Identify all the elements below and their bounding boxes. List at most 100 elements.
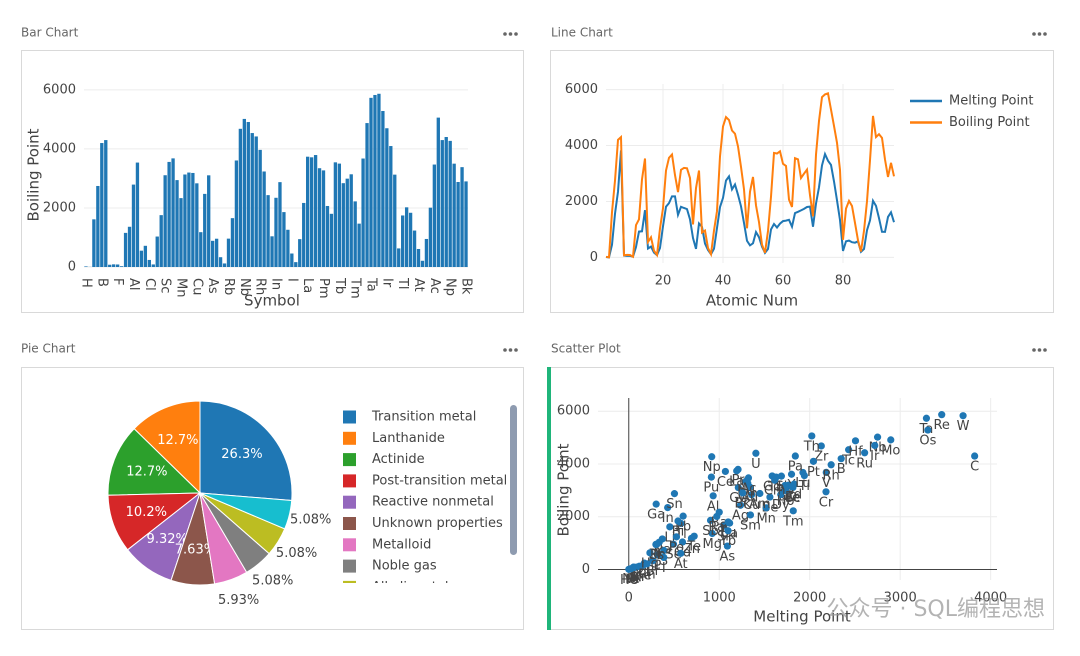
x-tick-label: H [78, 278, 93, 288]
menu-icon[interactable] [1032, 32, 1047, 36]
y-axis-title: Boiling Point [25, 128, 43, 221]
x-tick-label: As [205, 278, 220, 294]
bar [456, 181, 460, 267]
bar [309, 157, 314, 267]
x-tick-label: Cl [142, 278, 157, 291]
point-label: Ti [798, 479, 810, 494]
x-tick-label: Np [443, 278, 458, 296]
bar [274, 197, 278, 267]
bar [306, 156, 310, 267]
menu-icon[interactable] [503, 32, 518, 36]
point-label: Sb [702, 524, 719, 539]
x-tick-label: I [284, 278, 299, 282]
bar [179, 198, 183, 267]
point-label: Zr [814, 449, 829, 464]
bar [337, 163, 342, 267]
point-label: Ar [629, 571, 644, 586]
x-tick-label: Mn [173, 278, 188, 297]
point-label: Te [686, 540, 701, 555]
panel [550, 50, 1054, 313]
x-tick-label: 80 [835, 274, 852, 289]
point-label: Zn [683, 542, 700, 557]
x-tick-label: Ta [364, 277, 379, 292]
bar [294, 262, 298, 267]
point-label: At [674, 557, 688, 572]
legend-scrollbar[interactable] [510, 405, 517, 555]
bar [262, 171, 266, 267]
bar [420, 260, 425, 267]
point-label: F [630, 571, 637, 586]
point-label: O [629, 571, 639, 586]
point-label: Pu [703, 481, 719, 496]
scatter-point [674, 517, 682, 525]
x-tick-label: Cu [189, 278, 204, 295]
bar [329, 213, 334, 267]
point-label: S [660, 554, 668, 569]
point-label: Ru [856, 456, 873, 471]
bar [123, 232, 128, 267]
bar [302, 202, 306, 267]
legend-swatch [343, 580, 356, 583]
scatter-point [708, 453, 716, 461]
y-tick-label: 6000 [557, 404, 590, 419]
y-tick-label: 2000 [557, 509, 590, 524]
menu-icon[interactable] [503, 348, 518, 352]
pie-slice [107, 428, 202, 496]
bar [397, 248, 401, 267]
x-tick-label: Rb [221, 278, 236, 295]
selected-indicator [547, 367, 551, 630]
x-tick-label: Tl [395, 277, 410, 290]
x-tick-label: 0 [625, 591, 633, 606]
point-label: Mo [881, 443, 900, 458]
point-label: K [655, 546, 664, 561]
scatter-point [724, 527, 732, 535]
bar [369, 97, 373, 267]
point-label: H [625, 572, 635, 587]
point-label: B [837, 462, 846, 477]
bar [234, 160, 239, 267]
scatter-point [734, 465, 742, 474]
scatter-point [827, 461, 835, 469]
pie-slice [133, 400, 201, 495]
scatter-point [713, 512, 721, 521]
panel-title: Scatter Plot [551, 342, 621, 356]
point-label: Kr [632, 570, 647, 585]
scatter-point [871, 441, 879, 450]
point-label: V [822, 476, 831, 491]
x-tick-label: Bk [459, 278, 474, 295]
bar [171, 158, 175, 267]
legend-swatch [343, 517, 356, 530]
point-label: La [729, 474, 744, 489]
scatter-point [739, 489, 747, 497]
bar [143, 245, 148, 267]
bar [444, 137, 448, 267]
legend-swatch [343, 474, 356, 488]
point-label: W [957, 419, 970, 434]
point-label: Ra [708, 520, 725, 535]
point-label: Fr [650, 548, 663, 563]
point-label: Ne [622, 572, 640, 587]
bar [127, 226, 132, 267]
bar [373, 94, 377, 267]
point-label: Sm [740, 518, 761, 533]
legend-label: Alkali metal [372, 580, 448, 595]
point-label: Pr [732, 473, 746, 488]
bar [183, 174, 187, 267]
bar [428, 207, 433, 267]
legend-label: Boiling Point [949, 115, 1030, 130]
x-tick-label: F [110, 278, 125, 285]
scatter-point [924, 426, 932, 434]
menu-icon[interactable] [1032, 348, 1047, 352]
bar [131, 184, 136, 267]
scatter-point [789, 507, 797, 515]
bar [448, 140, 452, 267]
bar [345, 178, 349, 267]
slice-label: 7.63% [175, 542, 216, 557]
bar [333, 162, 338, 267]
bar [460, 167, 464, 267]
bar [108, 264, 112, 267]
legend-label: Noble gas [372, 559, 437, 574]
bar [353, 201, 357, 267]
bar [222, 263, 227, 267]
x-tick-label: 2000 [793, 591, 826, 606]
